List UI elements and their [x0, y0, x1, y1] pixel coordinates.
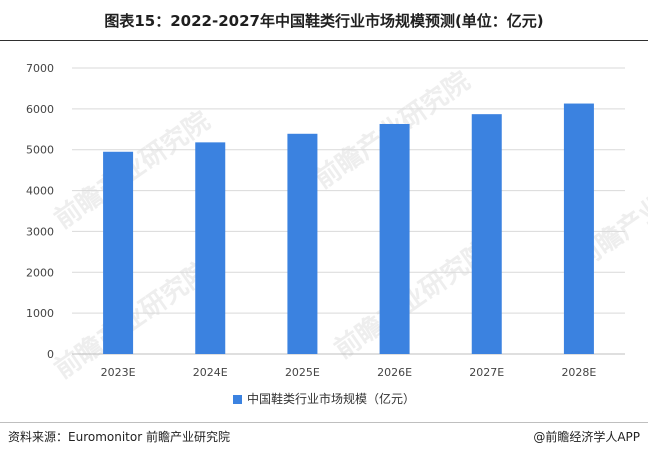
gridlines [72, 67, 625, 355]
title-divider [0, 40, 648, 41]
y-tick-label: 2000 [26, 266, 54, 279]
chart-title: 图表15：2022-2027年中国鞋类行业市场规模预测(单位：亿元) [104, 12, 544, 30]
legend-swatch [232, 395, 242, 404]
source-note: 资料来源：Euromonitor 前瞻产业研究院 [8, 430, 230, 444]
y-tick-label: 6000 [26, 103, 54, 116]
bar-2024E [195, 142, 226, 354]
y-tick-labels: 0 1000 2000 3000 4000 5000 6000 7000 [26, 62, 54, 361]
bar-2026E [379, 123, 410, 354]
y-tick-label: 3000 [26, 225, 54, 238]
x-tick-labels: 2023E 2024E 2025E 2026E 2027E 2028E [101, 366, 597, 379]
bar-2028E [563, 103, 594, 354]
bar-chart: 0 1000 2000 3000 4000 5000 6000 7000 2023E 2024E… [26, 62, 625, 379]
legend: 中国鞋类行业市场规模（亿元） [0, 390, 648, 407]
y-tick-label: 0 [47, 348, 54, 361]
y-tick-label: 1000 [26, 307, 54, 320]
bar-2027E [471, 114, 502, 354]
bar-2025E [287, 133, 318, 354]
y-tick-label: 4000 [26, 185, 54, 198]
x-tick-label: 2023E [101, 366, 136, 379]
x-tick-label: 2024E [193, 366, 228, 379]
x-tick-label: 2026E [377, 366, 412, 379]
x-tick-label: 2025E [285, 366, 320, 379]
footer-divider [0, 422, 648, 423]
x-tick-label: 2027E [469, 366, 504, 379]
x-tick-label: 2028E [561, 366, 596, 379]
legend-label: 中国鞋类行业市场规模（亿元） [246, 392, 415, 406]
bars [103, 103, 594, 354]
y-tick-label: 5000 [26, 144, 54, 157]
y-tick-label: 7000 [26, 62, 54, 75]
bar-2023E [103, 151, 134, 354]
brand-credit: @前瞻经济学人APP [533, 430, 640, 444]
